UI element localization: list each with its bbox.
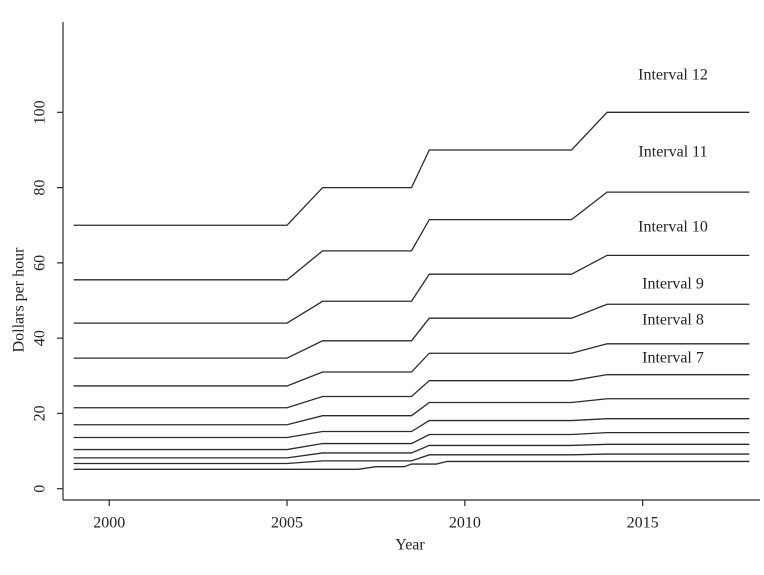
y-tick-label: 40 <box>32 330 49 346</box>
series-line <box>73 374 750 409</box>
series-label: Interval 8 <box>642 312 704 329</box>
series-line <box>73 343 750 387</box>
y-tick-label: 0 <box>32 485 49 493</box>
series-line <box>73 191 750 281</box>
series-label: Interval 11 <box>638 144 707 161</box>
series-label: Interval 9 <box>642 276 704 293</box>
x-tick-label: 2000 <box>93 515 125 532</box>
series-label: Interval 12 <box>638 67 708 84</box>
x-tick-label: 2010 <box>449 515 481 532</box>
series-label: Interval 10 <box>638 219 708 236</box>
series-line <box>73 398 750 426</box>
series-line <box>73 453 750 465</box>
series-line <box>73 418 750 439</box>
series-line <box>73 443 750 459</box>
series-label: Interval 7 <box>642 350 704 367</box>
series-line <box>73 111 750 226</box>
series-line <box>73 254 750 324</box>
y-tick-label: 100 <box>32 100 49 124</box>
x-axis-label: Year <box>395 537 425 554</box>
x-tick-label: 2005 <box>271 515 303 532</box>
series-line <box>73 303 750 359</box>
y-tick-label: 20 <box>32 405 49 421</box>
y-tick-label: 60 <box>32 255 49 271</box>
series-line <box>73 460 750 470</box>
y-axis-label: Dollars per hour <box>11 247 28 353</box>
y-tick-label: 80 <box>32 180 49 196</box>
x-tick-label: 2015 <box>627 515 659 532</box>
series-line <box>73 431 750 451</box>
